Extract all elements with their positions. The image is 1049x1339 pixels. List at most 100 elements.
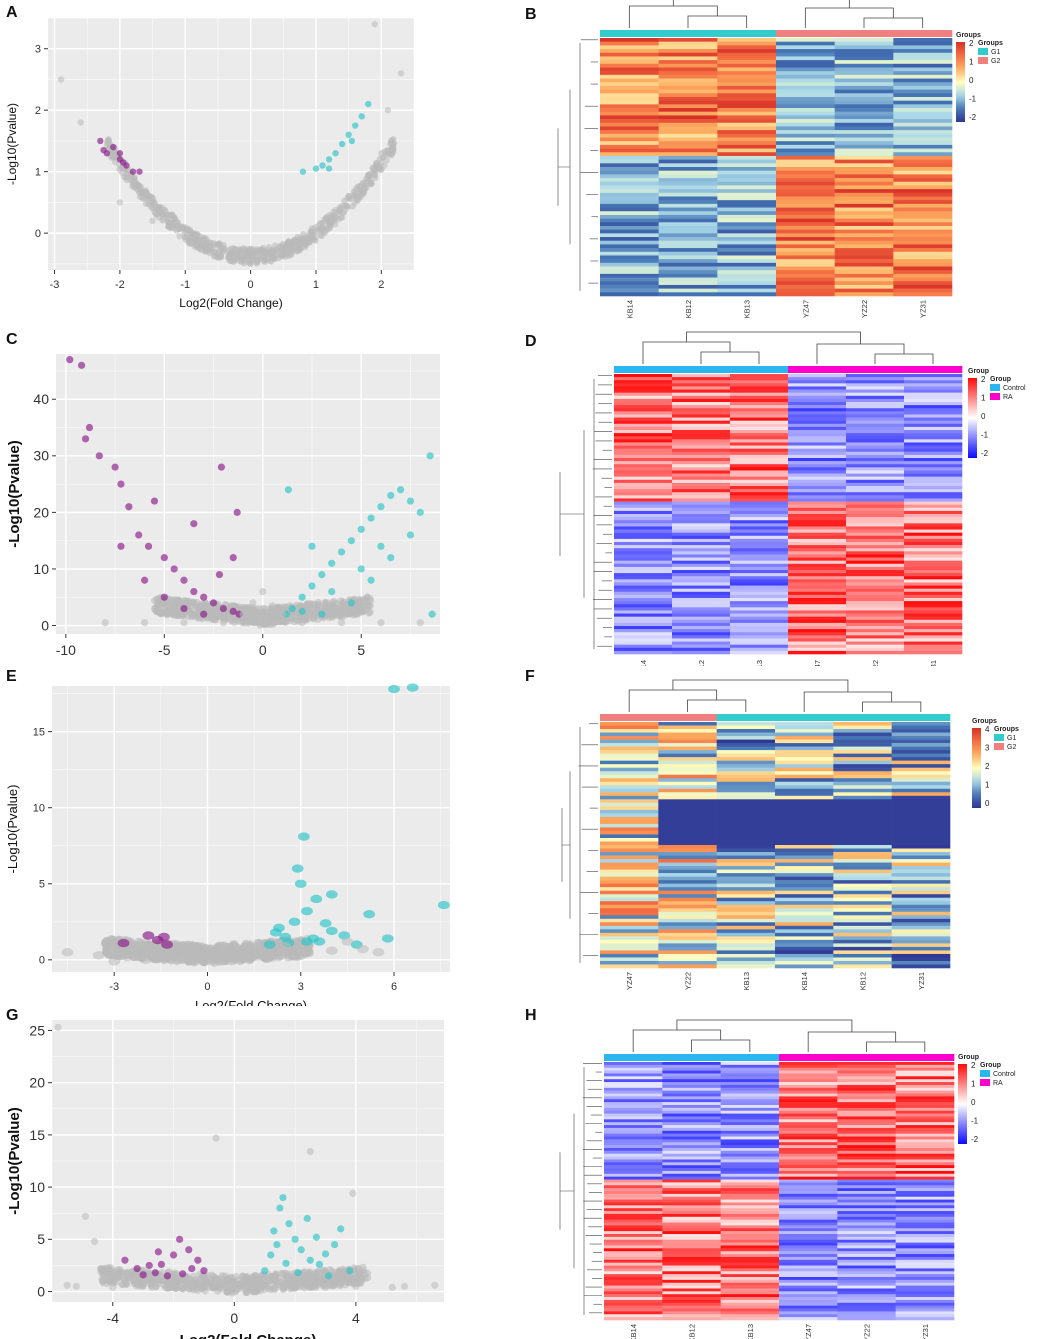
heatmap-cell (662, 1156, 721, 1160)
heatmap-cell (720, 1148, 780, 1152)
down-point (111, 463, 119, 471)
heatmap-cell (776, 78, 835, 83)
heatmap-cell (895, 1130, 955, 1134)
heatmap-cell (614, 439, 673, 443)
down-point (121, 1256, 129, 1264)
heatmap-cell (788, 507, 847, 512)
heatmap-cell (600, 266, 659, 271)
heatmap-cell (837, 1130, 896, 1134)
heatmap-cell (891, 848, 951, 853)
heatmap-cell (672, 647, 731, 652)
heatmap-cell (846, 504, 905, 509)
heatmap-cell (720, 1107, 780, 1112)
heatmap-cell (720, 1093, 780, 1097)
heatmap-cell (600, 85, 659, 90)
ns-point (154, 598, 162, 606)
heatmap-cell (846, 479, 905, 484)
y-tick-label: 0 (37, 1283, 45, 1299)
heatmap-cell (895, 1125, 955, 1129)
heatmap-cell (895, 1084, 955, 1089)
heatmap-cell (672, 383, 731, 387)
heatmap-cell (834, 82, 894, 87)
heatmap-cell (779, 1079, 838, 1083)
heatmap-cell (904, 566, 963, 571)
group-bar-segment (788, 366, 847, 373)
heatmap-cell (775, 929, 834, 934)
heatmap-cell (662, 1067, 721, 1071)
heatmap-cell (717, 214, 777, 219)
ns-point (217, 957, 229, 966)
y-tick-label: 5 (37, 1231, 45, 1247)
heatmap-cell (720, 1087, 780, 1091)
down-point (163, 1272, 172, 1280)
volcano-plot-g: -4040510152025Log2(Fold Change)-Log10(Pv… (6, 1020, 444, 1339)
heatmap-cell (658, 873, 717, 877)
up-point (345, 131, 352, 138)
down-point (160, 554, 168, 562)
heatmap-cell (658, 152, 718, 157)
ns-point (161, 601, 170, 609)
ns-point (246, 254, 254, 262)
heatmap-cell (834, 100, 894, 105)
heatmap-cell (720, 1159, 780, 1163)
dendrogram-branch (700, 351, 760, 364)
ns-point (250, 618, 258, 627)
heatmap-cell (614, 529, 673, 533)
ns-point (279, 603, 287, 611)
heatmap-cell (788, 445, 847, 449)
up-point (332, 150, 339, 157)
ns-point (239, 1275, 248, 1283)
heatmap-cell (833, 866, 892, 870)
heatmap-cell (834, 251, 894, 256)
heatmap-cell (775, 837, 834, 842)
heatmap-cell (834, 207, 894, 212)
ns-point (278, 616, 287, 624)
heatmap-cell (614, 426, 673, 431)
down-point (194, 1256, 202, 1264)
heatmap-cell (716, 799, 776, 804)
heatmap-cell (658, 170, 718, 175)
heatmap-cell (893, 222, 953, 227)
heatmap-cell (672, 420, 731, 425)
heatmap-cell (846, 386, 905, 390)
heatmap-cell (600, 159, 659, 164)
down-point (169, 1251, 178, 1259)
heatmap-cell (720, 1139, 780, 1143)
up-point (328, 559, 336, 567)
heatmap-cell (837, 1162, 896, 1166)
heatmap-cell (717, 148, 777, 153)
heatmap-cell (600, 753, 659, 758)
group-bar-segment (834, 30, 894, 37)
heatmap-cell (658, 178, 718, 183)
up-point (357, 565, 365, 573)
column-label: KB14 (625, 300, 634, 318)
ns-point (248, 943, 260, 952)
heatmap-cell (716, 739, 776, 744)
heatmap-cell (658, 273, 718, 278)
heatmap-cell (833, 946, 892, 951)
up-point (406, 531, 415, 539)
heatmap-cell (776, 45, 835, 50)
heatmap-cell (658, 799, 717, 804)
heatmap-cell (658, 862, 717, 867)
heatmap-cell (600, 185, 659, 190)
heatmap-cell (904, 591, 963, 596)
ns-point (184, 599, 193, 608)
ns-point (280, 248, 287, 255)
y-tick-label: 15 (33, 726, 45, 738)
dendrogram-branch (628, 5, 718, 28)
heatmap-cell (672, 548, 731, 552)
heatmap-cell (775, 862, 834, 867)
down-point (116, 150, 124, 157)
heatmap-cell (600, 122, 659, 127)
ns-point (326, 219, 334, 227)
heatmap-cell (775, 911, 834, 916)
heatmap-cell (658, 200, 718, 205)
heatmap-cell (614, 507, 673, 512)
heatmap-cell (904, 638, 963, 642)
heatmap-cell (730, 650, 789, 655)
ns-point (332, 1278, 340, 1286)
heatmap-cell (895, 1102, 955, 1106)
heatmap-cell (846, 613, 905, 617)
